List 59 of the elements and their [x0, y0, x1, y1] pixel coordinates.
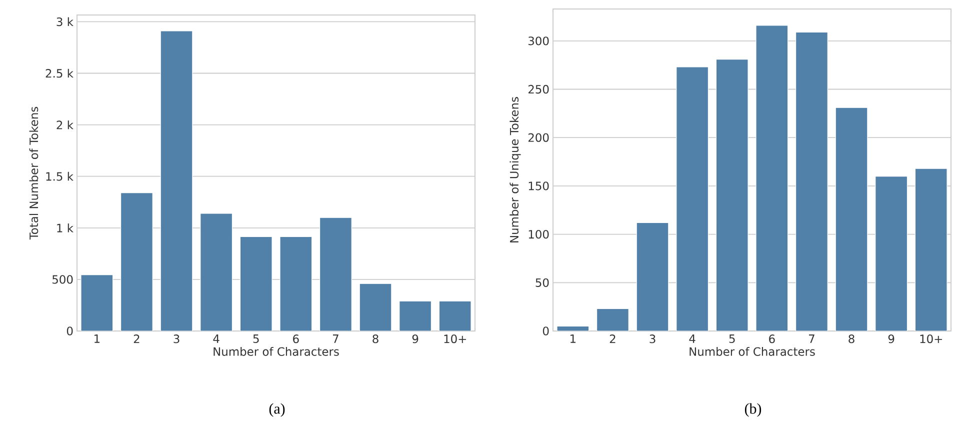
y-tick-label: 2 k	[56, 120, 74, 130]
bar	[796, 32, 828, 331]
y-axis-title: Number of Unique Tokens	[510, 97, 521, 242]
x-tick-label: 1	[94, 334, 100, 343]
y-tick-label: 500	[52, 275, 73, 284]
y-tick-label: 1.5 k	[46, 172, 74, 181]
x-tick-label: 7	[809, 334, 814, 343]
bar	[160, 30, 192, 331]
y-tick-label: 200	[528, 133, 549, 142]
text: (b)	[744, 403, 762, 417]
bar	[120, 192, 153, 331]
x-tick-label: 9	[888, 334, 894, 344]
y-axis-title: Total Number of Tokens	[29, 106, 38, 240]
x-tick-label: 4	[689, 334, 696, 343]
x-tick-label: 8	[848, 334, 854, 344]
bar	[360, 284, 392, 331]
y-tick-label: 100	[528, 230, 549, 239]
x-tick-label: 6	[769, 334, 775, 344]
bar	[438, 300, 472, 331]
bar	[636, 222, 668, 331]
x-tick-label: 2	[610, 334, 616, 344]
y-tick-label: 0	[66, 326, 73, 336]
x-tick-label: 6	[293, 334, 299, 344]
y-tick-label: 150	[528, 182, 549, 190]
y-tick-label: 50	[536, 278, 549, 287]
x-tick-label: 8	[372, 334, 378, 344]
x-tick-label: 10+	[920, 334, 942, 344]
x-tick-label: 1	[570, 334, 576, 343]
x-axis-title: Number of Characters	[214, 347, 339, 356]
bar	[836, 108, 868, 331]
y-tick-label: 1 k	[57, 224, 74, 232]
x-tick-label: 5	[729, 334, 735, 344]
bar	[80, 274, 113, 331]
x-tick-label: 5	[253, 334, 259, 344]
x-tick-label: 3	[650, 334, 656, 344]
bar	[320, 218, 352, 331]
bar	[399, 301, 432, 331]
x-tick-label: 3	[174, 334, 180, 344]
x-tick-label: 2	[134, 334, 140, 344]
y-tick-label: 2.5 k	[46, 68, 74, 78]
bar	[596, 308, 629, 331]
bar	[200, 213, 232, 331]
bar	[875, 176, 908, 331]
x-tick-label: 9	[412, 334, 418, 344]
bar	[676, 67, 708, 331]
bar	[240, 236, 272, 331]
bar	[716, 59, 748, 331]
y-tick-label: 0	[542, 326, 549, 336]
bar	[914, 168, 948, 331]
x-tick-label: 4	[213, 334, 220, 343]
y-tick-label: 250	[528, 84, 549, 94]
x-tick-label: 7	[333, 334, 338, 343]
y-tick-label: 300	[528, 36, 549, 46]
x-tick-label: 10+	[444, 334, 466, 344]
bar	[756, 25, 788, 331]
text: (a)	[269, 403, 285, 417]
y-tick-label: 3 k	[56, 17, 74, 26]
bar	[280, 236, 312, 331]
x-axis-title: Number of Characters	[690, 347, 815, 356]
